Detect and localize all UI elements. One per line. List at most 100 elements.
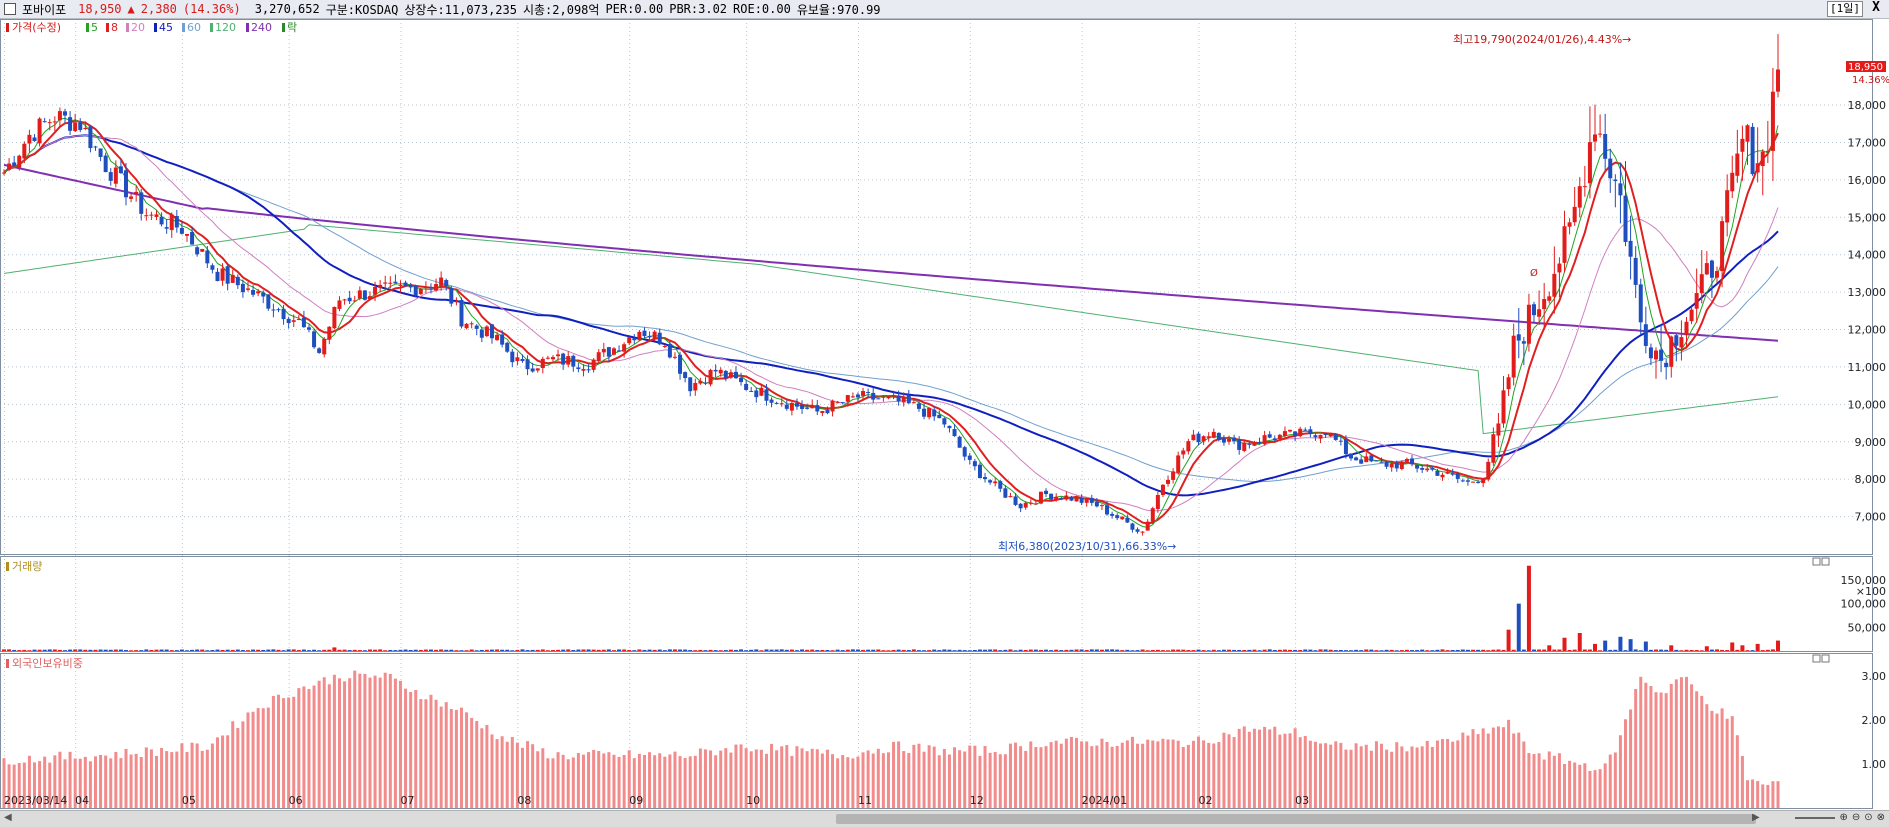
volume-bar [413, 649, 418, 651]
volume-bar [98, 649, 103, 651]
volume-bar [1221, 649, 1226, 651]
foreign-bar [48, 762, 52, 808]
candle-body [149, 214, 154, 216]
scroll-thumb[interactable] [836, 814, 1756, 824]
period-selector[interactable]: [1일] [1827, 1, 1863, 17]
foreign-bar [1532, 754, 1536, 808]
foreign-bar [1380, 743, 1384, 808]
candle-body [1099, 505, 1104, 507]
volume-bar [657, 649, 662, 651]
foreign-bar [831, 754, 835, 808]
candle-body [68, 117, 73, 131]
candle-body [1460, 480, 1465, 482]
volume-bar [1770, 649, 1775, 651]
candle-body [1201, 436, 1206, 442]
foreign-bar [1441, 739, 1445, 808]
zoom-out-icon[interactable]: ⊖ [1851, 812, 1861, 823]
date-tick-label: 10 [746, 794, 760, 807]
candle-body [434, 284, 439, 291]
horizontal-scrollbar[interactable]: ◀ ▶ ⊕ ⊖ ⊙ ⊗ [0, 810, 1889, 827]
panel-close-icon[interactable] [1821, 557, 1830, 566]
candle-body [1160, 484, 1165, 496]
volume-bar [1715, 649, 1720, 651]
volume-tick-label: 150,000 [1841, 574, 1887, 587]
close-icon[interactable]: X [1872, 0, 1880, 15]
foreign-bar [175, 751, 179, 808]
foreign-bar [1557, 753, 1561, 808]
foreign-bar [1674, 679, 1678, 808]
zoom-slider-icon[interactable] [1795, 816, 1836, 819]
candle-body [1089, 498, 1094, 503]
zoom-reset-icon[interactable]: ⊙ [1864, 812, 1873, 823]
foreign-bar [231, 721, 235, 808]
volume-bar [886, 650, 891, 652]
panel-close-icon[interactable] [1821, 654, 1830, 663]
volume-bar [723, 650, 728, 652]
foreign-bar [470, 717, 474, 808]
volume-bar [1735, 649, 1740, 651]
volume-bar [1603, 640, 1608, 651]
foreign-bar [1003, 754, 1007, 808]
candle-body [73, 122, 78, 132]
candle-body [698, 380, 703, 384]
volume-bar [1542, 649, 1547, 651]
foreign-bar [251, 711, 255, 808]
volume-bar [1354, 649, 1359, 651]
foreign-bar [1654, 692, 1658, 808]
volume-panel-buttons[interactable] [1812, 557, 1830, 566]
volume-bar [571, 650, 576, 652]
volume-bar [561, 649, 566, 651]
volume-bar [642, 649, 647, 651]
foreign-bar [332, 674, 336, 808]
foreign-bar [1019, 746, 1023, 808]
volume-bar [1471, 649, 1476, 651]
candle-body [1186, 441, 1191, 452]
candle-body [251, 290, 256, 295]
volume-bar [1404, 649, 1409, 651]
volume-bar [922, 650, 927, 652]
candle-body [805, 407, 810, 409]
foreign-bar [714, 755, 718, 808]
zoom-in-icon[interactable]: ⊕ [1839, 812, 1848, 823]
panel-max-icon[interactable] [1812, 557, 1821, 566]
pbr: PBR:3.02 [669, 2, 728, 16]
foreign-bar [154, 755, 158, 808]
foreign-bar [780, 746, 784, 808]
candle-body [1557, 263, 1562, 273]
volume-bar [169, 650, 174, 652]
volume-bar [942, 649, 947, 651]
candle-body [1481, 479, 1486, 484]
foreign-bar [256, 708, 260, 808]
stock-chart[interactable]: 7,000 8,000 9,000 10,000 11,000 12,000 13,000 1… [0, 19, 1889, 810]
volume-bar [47, 649, 52, 651]
foreign-bar [719, 750, 723, 808]
foreign-panel-buttons[interactable] [1812, 654, 1830, 663]
panel-max-icon[interactable] [1812, 654, 1821, 663]
candle-body [1410, 458, 1415, 465]
scroll-right-icon[interactable]: ▶ [1752, 812, 1760, 823]
volume-tick-label: 100,000 [1841, 598, 1887, 611]
candle-body [1542, 299, 1547, 310]
foreign-bar [1771, 781, 1775, 808]
candle-body [164, 227, 169, 229]
volume-bar [88, 649, 93, 651]
candle-body [489, 324, 494, 339]
volume-bar [510, 650, 515, 652]
volume-bar [647, 649, 652, 651]
candle-body [296, 319, 301, 321]
candle-body [1013, 496, 1018, 505]
scroll-left-icon[interactable]: ◀ [4, 812, 12, 823]
candle-body [1049, 493, 1054, 500]
foreign-bar [83, 756, 87, 808]
volume-bar [535, 649, 540, 651]
foreign-bar [190, 742, 194, 808]
checkbox[interactable] [4, 3, 16, 15]
zoom-fit-icon[interactable]: ⊗ [1876, 812, 1885, 823]
candle-body [1633, 257, 1638, 285]
chart-header: 포바이포 18,950 ▲ 2,380 (14.36%) 3,270,652 구… [0, 0, 1889, 19]
candle-body [413, 285, 418, 296]
volume-bar [240, 650, 245, 652]
volume-bar [967, 650, 972, 652]
candle-body [7, 163, 12, 170]
foreign-bar [53, 755, 57, 808]
